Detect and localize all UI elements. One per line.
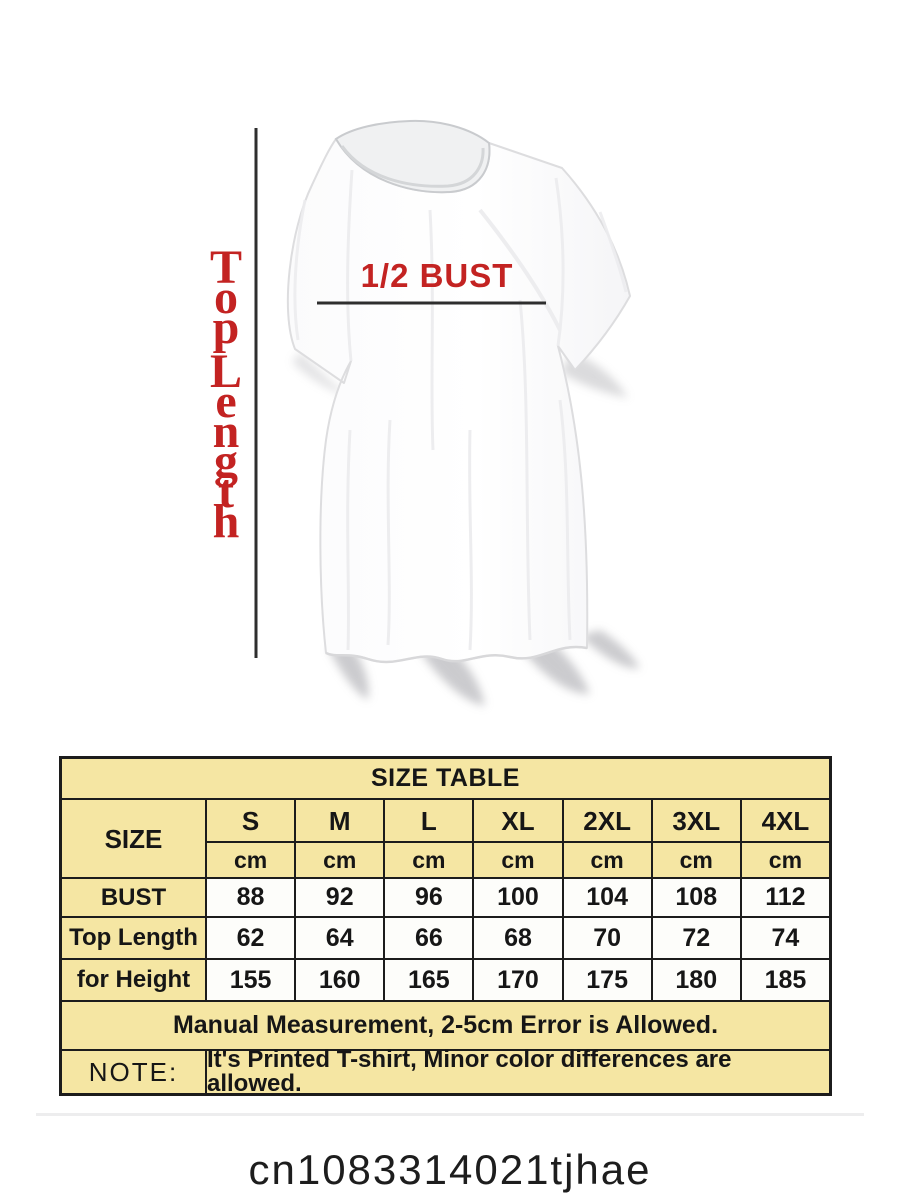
for-height-value: 165 <box>385 960 473 1000</box>
footer-divider <box>36 1113 864 1116</box>
size-column-header: L <box>385 800 473 841</box>
bust-label: 1/2 BUST <box>360 257 514 294</box>
top-length-value: 66 <box>385 918 473 958</box>
tshirt-photo <box>254 119 640 706</box>
bust-value: 108 <box>652 879 740 916</box>
unit-cell: cm <box>385 843 473 877</box>
shirt-hem <box>325 645 588 664</box>
seller-code: cn1083314021tjhae <box>248 1146 652 1193</box>
size-column-header: M <box>296 800 384 841</box>
unit-cell: cm <box>296 843 384 877</box>
note-text: It's Printed T-shirt, Minor color differ… <box>207 1048 829 1096</box>
size-column-header: 2XL <box>563 800 651 841</box>
collar-band <box>340 145 485 188</box>
note-label: NOTE: <box>62 1051 205 1093</box>
for-height-value: 155 <box>207 960 295 1000</box>
for-height-value: 175 <box>563 960 651 1000</box>
size-table: SIZE TABLE SIZE S M L XL 2XL 3XL 4XL cm … <box>59 756 832 1096</box>
unit-cell: cm <box>207 843 295 877</box>
row-label-bust: BUST <box>62 879 205 916</box>
top-length-value: 64 <box>296 918 384 958</box>
for-height-value: 180 <box>652 960 740 1000</box>
top-length-value: 68 <box>474 918 562 958</box>
shirt-wrinkles <box>293 169 628 651</box>
size-table-title: SIZE TABLE <box>62 759 829 798</box>
size-table-corner-label: SIZE <box>62 800 205 877</box>
shirt-shadows <box>292 352 640 706</box>
bust-value: 88 <box>207 879 295 916</box>
bust-value: 112 <box>741 879 829 916</box>
for-height-value: 160 <box>296 960 384 1000</box>
unit-cell: cm <box>741 843 829 877</box>
unit-cell: cm <box>652 843 740 877</box>
size-column-header: XL <box>474 800 562 841</box>
top-length-value: 74 <box>741 918 829 958</box>
top-length-value: 70 <box>563 918 651 958</box>
bust-value: 96 <box>385 879 473 916</box>
shirt-body <box>286 138 631 663</box>
bust-value: 92 <box>296 879 384 916</box>
row-label-for-height: for Height <box>62 960 205 1000</box>
bust-value: 100 <box>474 879 562 916</box>
top-length-value: 62 <box>207 918 295 958</box>
bust-value: 104 <box>563 879 651 916</box>
unit-cell: cm <box>474 843 562 877</box>
unit-cell: cm <box>563 843 651 877</box>
measurement-disclaimer: Manual Measurement, 2-5cm Error is Allow… <box>62 1002 829 1049</box>
size-column-header: 4XL <box>741 800 829 841</box>
size-column-header: S <box>207 800 295 841</box>
row-label-top-length: Top Length <box>62 918 205 958</box>
for-height-value: 185 <box>741 960 829 1000</box>
size-column-header: 3XL <box>652 800 740 841</box>
for-height-value: 170 <box>474 960 562 1000</box>
top-length-value: 72 <box>652 918 740 958</box>
